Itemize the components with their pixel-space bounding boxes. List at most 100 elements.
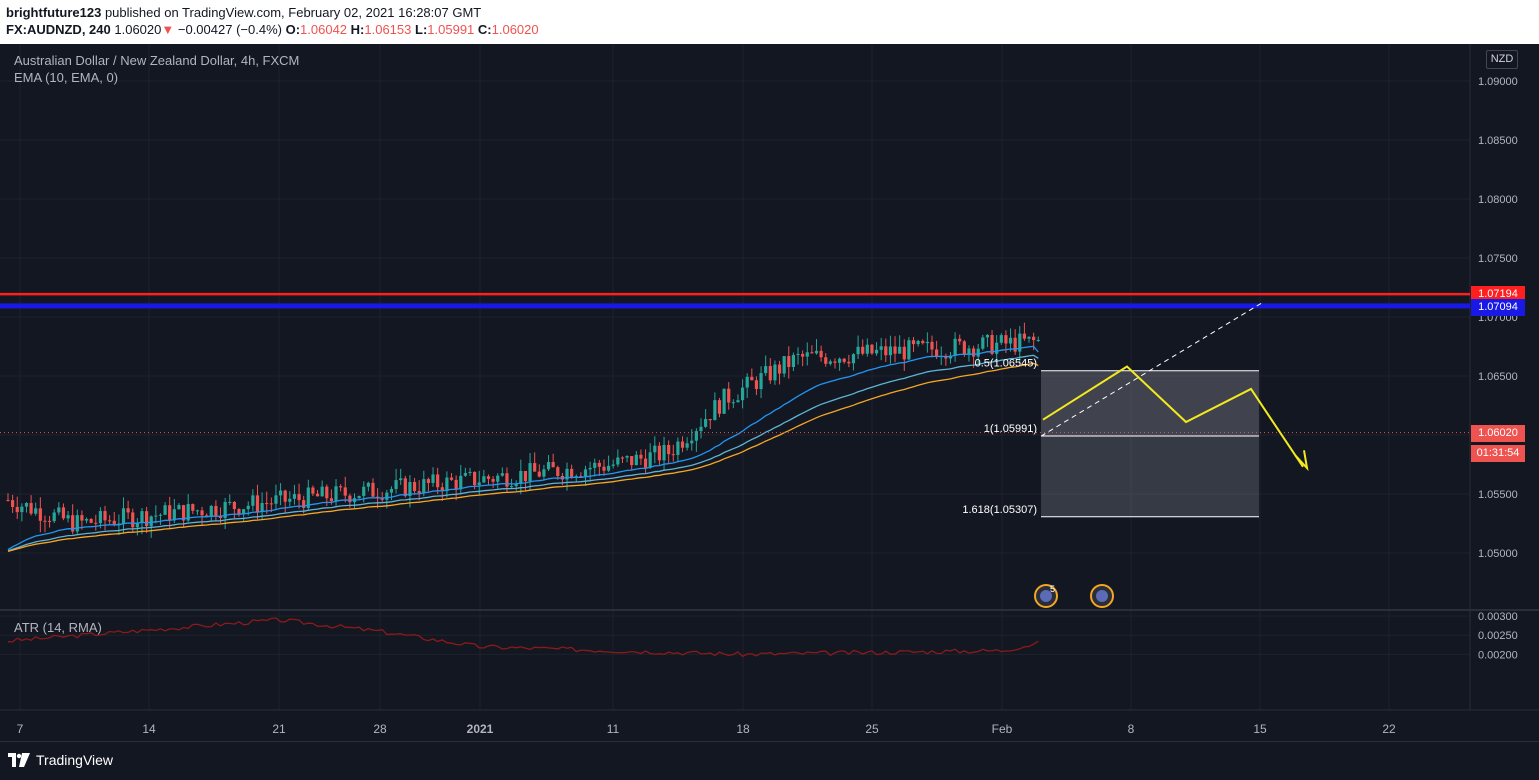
candle-body [593,462,597,468]
candle-body [426,479,431,483]
candle-body [15,506,19,513]
candle-body [607,465,611,471]
candle-body [195,510,200,512]
currency-badge[interactable]: NZD [1486,50,1518,69]
ema-slow-line [7,362,1039,553]
candle-body [126,508,130,513]
candle-body [80,515,84,521]
candle-body [181,505,186,521]
candle-body [154,515,158,517]
candle-body [865,344,869,354]
candle-body [1032,336,1036,341]
candle-body [907,340,911,360]
candle-body [278,490,283,496]
candle-body [98,511,102,524]
candle-body [205,515,209,517]
candle-body [260,503,264,512]
price-tick-label: 1.09000 [1478,76,1518,88]
trend-projection-line [1040,302,1263,437]
candle-body [722,388,726,414]
candle-body [306,487,310,508]
candle-body [533,463,537,472]
candle-body [1004,335,1008,344]
time-tick-label: 28 [373,722,387,736]
candle-body [237,509,241,515]
candle-body [274,495,278,504]
atr-indicator-title[interactable]: ATR (14, RMA) [14,620,102,635]
candle-body [810,352,814,354]
candle-body [131,512,135,528]
candle-body [112,520,116,525]
candle-body [893,346,897,354]
candle-body [828,361,832,364]
price-tick-label: 1.06500 [1478,371,1518,383]
candle-body [874,349,879,354]
candle-body [108,520,112,522]
candle-body [297,494,301,501]
candle-body [851,354,856,364]
candle-body [246,505,250,510]
candle-body [140,511,144,523]
candle-body [888,346,893,356]
candle-body [371,482,375,497]
close-value: 1.06020 [491,22,539,37]
candle-body [57,507,61,513]
candle-body [500,473,504,476]
candle-body [611,464,615,466]
low-value: 1.05991 [427,22,475,37]
candle-body [436,474,440,488]
candle-body [186,504,190,521]
candle-body [782,356,786,374]
candle-body [856,346,860,355]
candle-body [814,350,819,354]
candle-body [496,475,500,482]
candle-body [740,387,745,401]
candle-body [648,452,652,468]
candle-body [477,482,481,486]
candle-body [288,498,292,502]
candle-body [315,493,320,497]
candle-body [930,341,934,350]
candle-body [787,356,791,368]
candle-body [172,509,176,521]
time-tick-label: 25 [865,722,879,736]
publish-info: published on TradingView.com, February 0… [101,5,482,20]
candle-body [976,348,980,357]
candle-body [667,444,671,455]
candle-body [265,503,269,505]
atr-tick-label: 0.00300 [1478,611,1518,623]
candle-body [801,353,805,357]
time-tick-label: 18 [736,722,750,736]
candle-body [251,495,255,506]
candle-body [727,388,731,403]
fib-level-label: 0.5(1.06545) [975,358,1037,370]
candle-body [1018,333,1022,352]
candle-body [334,486,338,502]
candle-body [509,486,514,488]
candle-body [61,507,66,519]
ema-mid-line [7,354,1039,552]
resistance-price-label: 1.07194 [1471,286,1525,303]
candle-body [389,488,394,493]
candle-body [218,516,223,519]
candle-body [34,508,38,514]
candle-body [990,334,994,354]
candle-body [570,468,574,478]
price-path-projection [1042,365,1304,468]
candle-body [1036,340,1040,342]
ema-indicator-title[interactable]: EMA (10, EMA, 0) [14,70,119,85]
author-name[interactable]: brightfuture123 [6,5,102,20]
price-chart[interactable]: 1.090001.085001.080001.075001.070001.065… [0,44,1539,741]
candle-body [764,366,768,374]
candle-body [75,515,79,532]
fib-level-label: 1.618(1.05307) [962,504,1037,516]
candle-body [995,342,999,354]
candle-body [29,503,33,514]
candle-body [454,479,458,490]
candle-body [163,505,167,515]
candle-body [620,457,625,459]
candle-body [685,443,689,448]
down-arrow-icon: ▼ [161,22,175,37]
candle-body [662,444,666,461]
tradingview-logo[interactable]: TradingView [8,752,113,768]
